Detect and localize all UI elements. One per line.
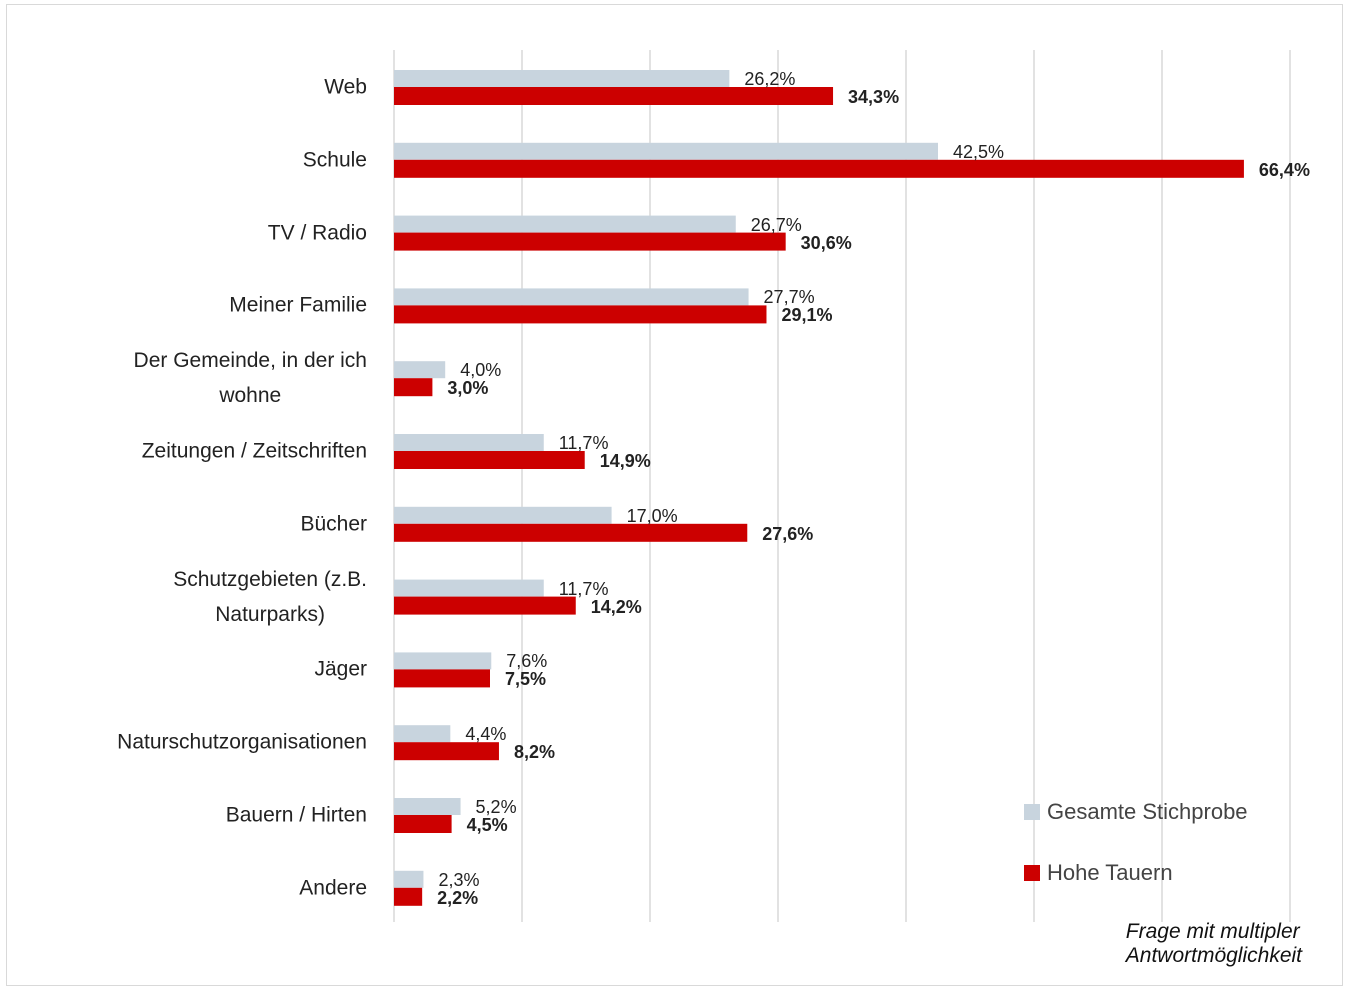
value-label: 3,0% <box>447 378 489 399</box>
bar <box>394 288 749 306</box>
category-label: Meiner Familie <box>229 293 367 317</box>
value-label: 26,2% <box>744 69 796 89</box>
category-label: Naturschutzorganisationen <box>117 730 367 754</box>
bar <box>394 451 585 469</box>
bar <box>394 579 544 597</box>
value-label: 2,2% <box>437 887 479 908</box>
annotation: Frage mit multipler Antwortmöglichkeit <box>1125 920 1302 967</box>
value-label: 30,6% <box>800 232 852 253</box>
bar <box>394 378 433 397</box>
value-label: 17,0% <box>626 505 678 526</box>
value-label: 27,7% <box>763 287 815 308</box>
value-label: 34,3% <box>848 87 900 107</box>
bar <box>394 870 424 888</box>
value-label: 14,2% <box>590 596 642 617</box>
legend-swatch <box>1024 865 1040 881</box>
bar <box>394 70 730 87</box>
value-label: 4,5% <box>466 815 508 835</box>
bar <box>394 596 576 615</box>
category-label: Zeitungen / Zeitschriften <box>141 439 367 463</box>
value-label: 2,3% <box>438 869 480 890</box>
value-label: 66,4% <box>1258 159 1310 180</box>
legend-label: Hohe Tauern <box>1047 860 1173 885</box>
bar <box>394 159 1244 178</box>
value-label: 27,6% <box>762 523 814 544</box>
bar <box>394 523 748 542</box>
value-label: 11,7% <box>558 433 609 453</box>
value-label: 4,4% <box>465 724 507 745</box>
category-label: Jäger <box>314 657 367 681</box>
value-label: 11,7% <box>558 578 609 599</box>
value-label: 4,0% <box>460 360 502 381</box>
bar <box>394 798 461 815</box>
value-label: 26,7% <box>750 214 802 235</box>
bar <box>394 669 490 688</box>
bar <box>394 506 612 524</box>
bar <box>394 232 786 251</box>
value-label: 8,2% <box>513 742 555 763</box>
bar <box>394 434 544 451</box>
value-label: 29,1% <box>781 305 833 326</box>
bar <box>394 87 834 105</box>
bar <box>394 742 499 761</box>
legend-swatch <box>1024 804 1040 820</box>
legend-label: Gesamte Stichprobe <box>1047 799 1248 824</box>
bar <box>394 305 767 324</box>
value-label: 42,5% <box>953 141 1005 162</box>
bar <box>394 215 736 233</box>
bar <box>394 725 451 743</box>
value-label: 7,5% <box>505 669 547 690</box>
value-label: 5,2% <box>475 797 517 817</box>
category-label: Bücher <box>300 512 367 536</box>
bar <box>394 887 423 906</box>
category-label: TV / Radio <box>267 221 367 245</box>
bar <box>394 652 492 670</box>
frame <box>6 4 1343 986</box>
value-label: 7,6% <box>506 651 548 672</box>
category-label: Andere <box>299 876 367 900</box>
bar <box>394 815 452 833</box>
category-label: Web <box>324 75 367 99</box>
category-label: Schule <box>302 148 367 172</box>
bar <box>394 142 938 160</box>
bar <box>394 361 446 379</box>
category-label: Schutzgebieten (z.B. Naturparks) <box>173 567 367 626</box>
category-label: Der Gemeinde, in der ich wohne <box>133 349 367 408</box>
category-label: Bauern / Hirten <box>225 803 367 827</box>
value-label: 14,9% <box>599 451 651 471</box>
